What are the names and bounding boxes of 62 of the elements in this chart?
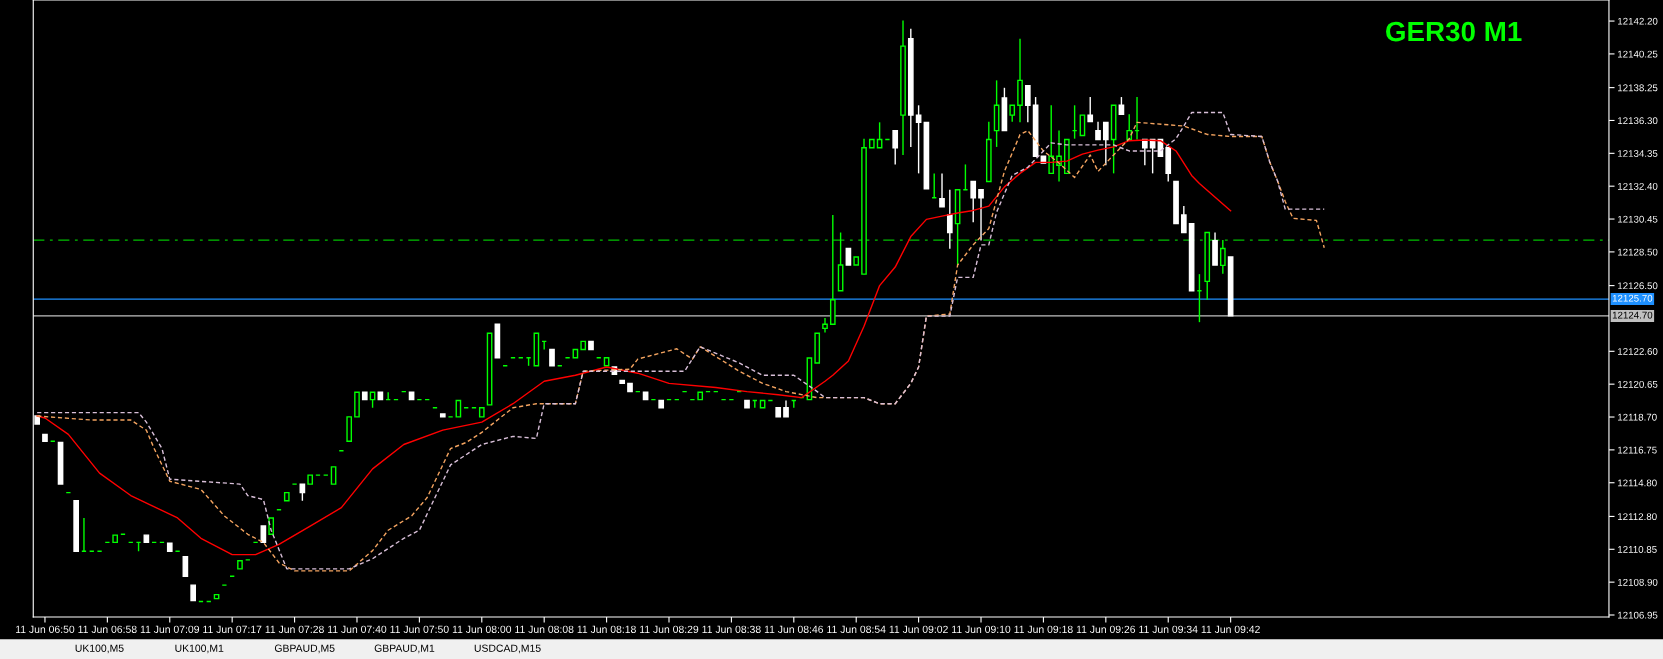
candlestick [1087, 96, 1094, 123]
candlestick [1024, 85, 1031, 124]
x-tick-label: 11 Jun 08:54 [827, 625, 886, 634]
candlestick [1048, 104, 1055, 175]
x-tick-label: 11 Jun 08:29 [640, 625, 699, 634]
x-tick-label: 11 Jun 08:08 [515, 625, 574, 634]
text: UK100,M1 [175, 644, 224, 654]
text: GBPAUD,M1 [374, 644, 435, 654]
y-tick-label: 12134.35 [1618, 150, 1658, 157]
x-tick-label: 11 Jun 08:18 [577, 625, 636, 634]
x-tick-label: 11 Jun 09:42 [1201, 625, 1260, 634]
x-tick-label: 11 Jun 09:26 [1076, 625, 1136, 634]
candlestick [1079, 114, 1086, 137]
text: UK100,M5 [75, 644, 124, 654]
candlestick [915, 104, 922, 175]
y-tick-label: 12130.45 [1618, 215, 1658, 223]
y-tick-label: 12108.90 [1618, 578, 1658, 586]
y-tick-label: 12118.70 [1618, 413, 1657, 421]
candlestick [1180, 205, 1187, 234]
candlestick [1102, 121, 1109, 166]
x-tick-label: 11 Jun 07:40 [328, 625, 387, 634]
x-tick-label: 11 Jun 06:58 [78, 625, 137, 634]
y-tick-label: 12128.50 [1618, 248, 1658, 256]
y-tick-label: 12116.75 [1618, 446, 1657, 454]
x-tick-label: 11 Jun 09:18 [1014, 625, 1073, 634]
x-tick-label: 11 Jun 07:28 [265, 625, 324, 634]
y-tick-label: 12110.85 [1618, 546, 1657, 553]
text: USDCAD,M15 [474, 644, 541, 654]
y-tick-label: 12140.25 [1618, 50, 1658, 58]
x-tick-label: 11 Jun 08:38 [702, 625, 761, 634]
x-tick-label: 11 Jun 07:50 [390, 625, 449, 634]
x-tick-label: 11 Jun 07:17 [203, 625, 262, 634]
y-tick-label: 12138.25 [1618, 84, 1658, 92]
candlestick [1056, 129, 1062, 183]
ref-line-label: 12124.70 [1612, 311, 1653, 319]
ref-line-label: 12125.70 [1612, 294, 1653, 302]
candlestick [1126, 113, 1133, 141]
candlestick [892, 129, 899, 166]
y-tick-label: 12136.30 [1618, 117, 1658, 125]
y-tick-label: 12126.50 [1618, 282, 1658, 290]
candlestick [978, 189, 984, 242]
candlestick [939, 172, 945, 208]
x-tick-label: 11 Jun 09:34 [1139, 625, 1198, 634]
x-tick-label: 11 Jun 09:10 [952, 625, 1011, 634]
candlestick [946, 189, 953, 250]
y-tick-label: 12132.40 [1618, 182, 1658, 190]
y-tick-label: 12120.65 [1618, 380, 1658, 388]
y-tick-label: 12114.80 [1618, 479, 1657, 487]
y-tick-label: 12112.80 [1618, 513, 1657, 521]
x-tick-label: 11 Jun 09:02 [889, 625, 948, 634]
candlestick [970, 180, 977, 223]
text: GBPAUD,M5 [274, 644, 335, 654]
y-tick-label: 12106.95 [1618, 611, 1658, 619]
y-tick-label: 12142.20 [1618, 17, 1658, 25]
candlestick [182, 556, 189, 577]
x-tick-label: 11 Jun 08:46 [764, 625, 824, 634]
x-tick-label: 11 Jun 07:09 [140, 625, 200, 634]
text: GER30 M1 [1386, 21, 1522, 42]
x-tick-label: 11 Jun 06:50 [16, 625, 75, 634]
candlestick [1219, 239, 1226, 275]
x-tick-label: 11 Jun 08:00 [452, 625, 512, 634]
y-tick-label: 12122.60 [1618, 348, 1658, 355]
